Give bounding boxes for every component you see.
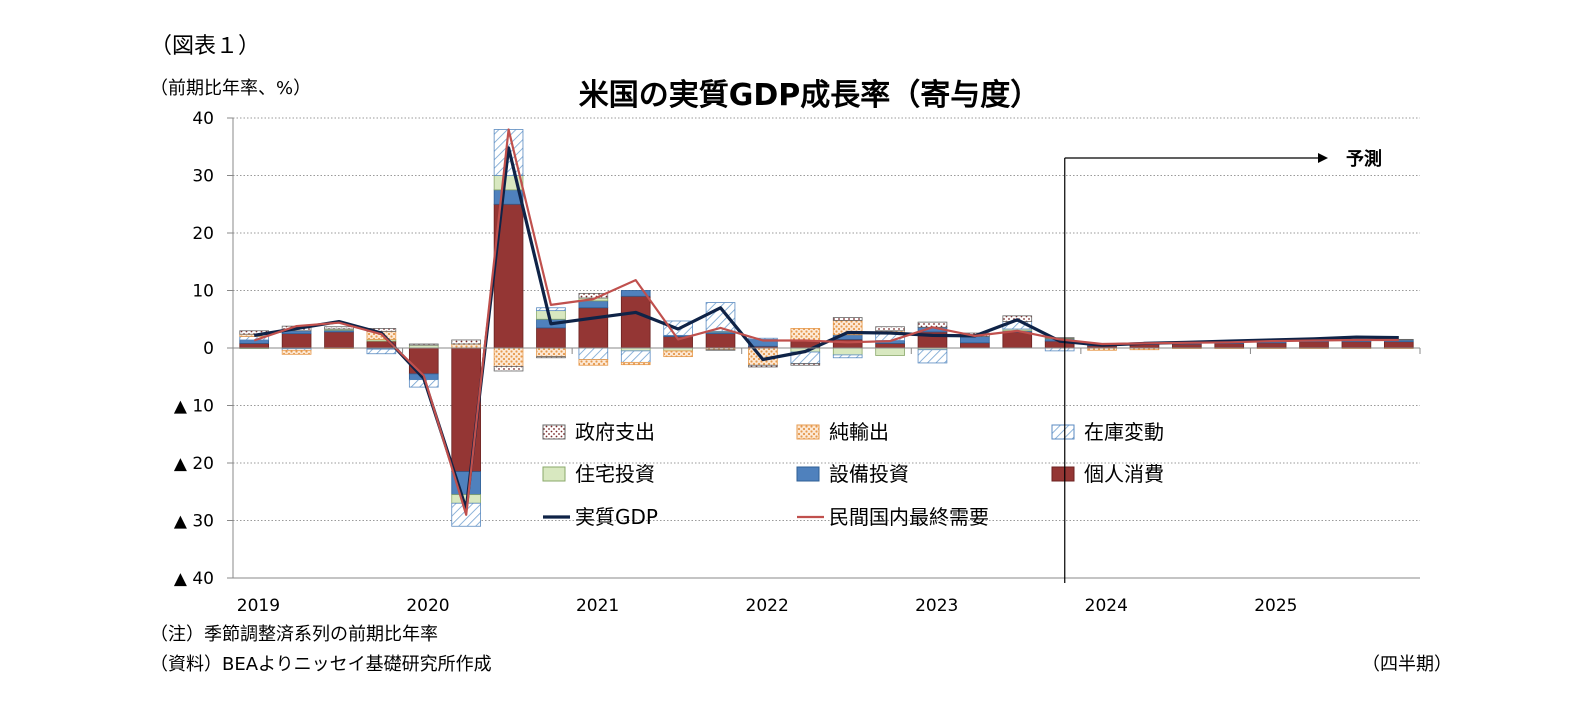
line-domestic_line xyxy=(253,128,1399,516)
forecast-arrow-head xyxy=(1318,153,1328,163)
legend-label-government: 政府支出 xyxy=(575,420,655,444)
legend-swatch-government xyxy=(542,424,566,440)
bar-inventories xyxy=(578,347,609,360)
line-gdp_line xyxy=(253,146,1399,511)
bar-consumption xyxy=(1172,343,1202,349)
y-tick-label: 40 xyxy=(192,109,214,129)
bar-consumption xyxy=(620,295,651,349)
bar-consumption xyxy=(1383,341,1414,349)
y-tick-label: 30 xyxy=(192,167,214,187)
x-year-label: 2021 xyxy=(576,596,619,616)
bar-government xyxy=(1044,337,1075,339)
bar-net_exports xyxy=(663,350,693,358)
source-label: （資料）BEAよりニッセイ基礎研究所作成 xyxy=(150,654,492,675)
forecast-label: 予測 xyxy=(1346,148,1382,170)
bar-consumption xyxy=(281,333,312,349)
bar-consumption xyxy=(1341,341,1372,349)
legend-swatch-equipment xyxy=(796,466,820,482)
x-year-label: 2020 xyxy=(406,596,449,616)
legend-label-equipment: 設備投資 xyxy=(829,462,909,486)
bar-government xyxy=(705,349,736,351)
bar-inventories xyxy=(366,348,397,355)
y-tick-label: ▲ 30 xyxy=(174,512,214,532)
legend-swatch-consumption xyxy=(1051,466,1075,482)
bar-consumption xyxy=(324,331,354,349)
bar-net_exports xyxy=(281,349,312,355)
bar-consumption xyxy=(1214,342,1245,349)
bar-consumption xyxy=(408,347,439,375)
bar-consumption xyxy=(536,327,566,349)
legend-swatch-residential xyxy=(542,466,566,482)
figure-label: （図表１） xyxy=(150,34,261,59)
y-tick-label: 0 xyxy=(203,339,214,359)
bar-consumption xyxy=(1002,331,1033,349)
y-tick-label: 10 xyxy=(192,282,214,302)
legend-label-gdp_line: 実質GDP xyxy=(575,505,658,529)
bar-government xyxy=(324,326,354,330)
bar-consumption xyxy=(705,333,736,349)
bar-government xyxy=(832,317,863,321)
note-label: （注）季節調整済系列の前期比年率 xyxy=(150,624,438,645)
frequency-label: （四半期） xyxy=(1362,654,1452,675)
bar-net_exports xyxy=(790,328,821,342)
bar-net_exports xyxy=(620,361,651,366)
bar-equipment xyxy=(578,300,609,309)
y-axis-unit-label: （前期比年率、%） xyxy=(150,78,312,99)
bar-residential xyxy=(832,347,863,356)
bar-equipment xyxy=(620,290,651,297)
bar-inventories xyxy=(536,307,566,312)
bar-government xyxy=(748,364,778,368)
x-year-label: 2019 xyxy=(237,596,280,616)
bar-government xyxy=(790,363,821,366)
bar-consumption xyxy=(451,347,481,473)
legend-swatch-inventories xyxy=(1051,424,1075,440)
y-tick-label: ▲ 40 xyxy=(174,569,214,589)
bar-inventories xyxy=(832,354,863,359)
chart-title: 米国の実質GDP成長率（寄与度） xyxy=(578,78,1041,113)
bar-net_exports xyxy=(493,347,524,367)
legend-label-domestic_line: 民間国内最終需要 xyxy=(829,505,989,529)
bar-net_exports xyxy=(536,347,566,358)
bar-consumption xyxy=(1256,342,1287,349)
bar-inventories xyxy=(620,350,651,363)
bar-consumption xyxy=(832,338,863,349)
bar-government xyxy=(536,356,566,359)
bar-consumption xyxy=(1299,341,1329,349)
x-year-label: 2024 xyxy=(1085,596,1128,616)
bar-net_exports xyxy=(578,359,609,366)
legend-label-net_exports: 純輸出 xyxy=(829,420,889,444)
legend-swatch-net_exports xyxy=(796,424,820,440)
bar-consumption xyxy=(239,342,270,349)
legend-label-inventories: 在庫変動 xyxy=(1084,420,1164,444)
bar-residential xyxy=(875,347,905,356)
bar-government xyxy=(451,339,481,345)
y-tick-label: ▲ 10 xyxy=(174,397,214,417)
legend-label-residential: 住宅投資 xyxy=(575,462,655,486)
bar-net_exports xyxy=(451,343,481,349)
bar-government xyxy=(408,343,439,346)
bar-government xyxy=(875,326,905,332)
bar-inventories xyxy=(917,349,948,364)
x-year-label: 2025 xyxy=(1254,596,1297,616)
bar-consumption xyxy=(578,307,609,349)
bar-government xyxy=(493,365,524,372)
legend-label-consumption: 個人消費 xyxy=(1084,462,1164,486)
bar-consumption xyxy=(875,342,905,349)
x-year-label: 2022 xyxy=(746,596,789,616)
x-year-label: 2023 xyxy=(915,596,958,616)
y-tick-label: ▲ 20 xyxy=(174,454,214,474)
bar-consumption xyxy=(960,342,990,349)
y-tick-label: 20 xyxy=(192,224,214,244)
